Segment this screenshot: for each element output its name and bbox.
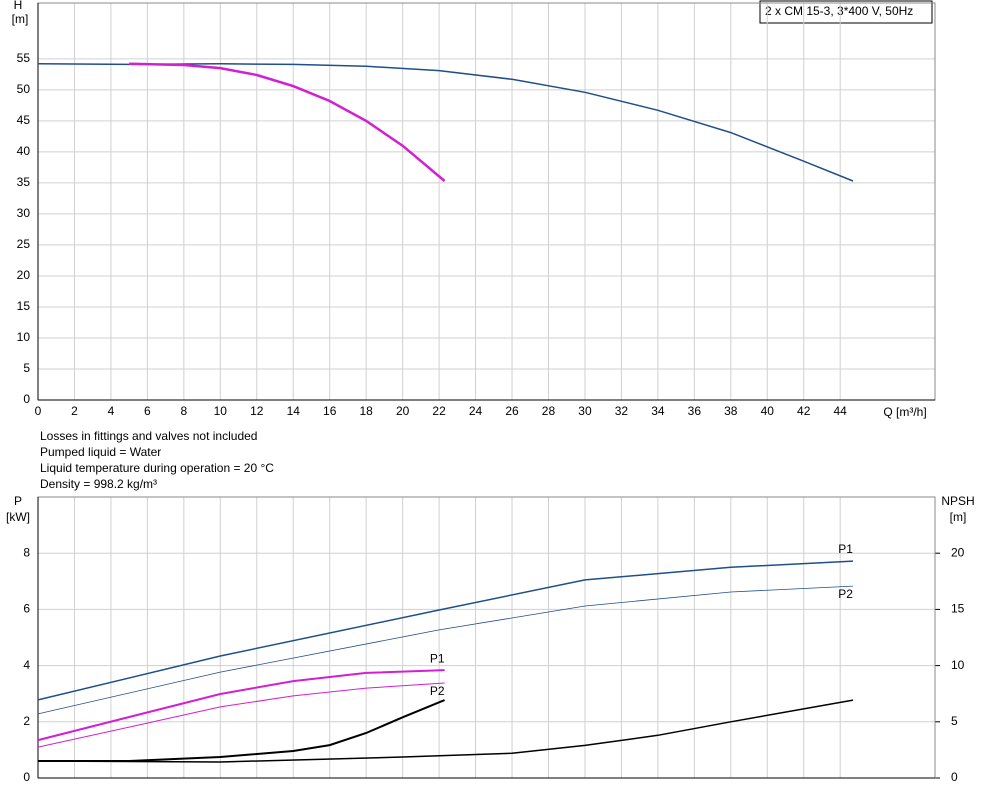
curve (37, 63, 854, 182)
x-tick-label: 34 (651, 404, 665, 418)
y-tick-label: 35 (17, 175, 31, 189)
y-tick-label: 25 (17, 237, 31, 251)
x-tick-label: 42 (797, 404, 811, 418)
curve (129, 62, 446, 182)
x-tick-label: 38 (724, 404, 738, 418)
note: Density = 998.2 kg/m³ (40, 477, 157, 491)
y2-axis-unit: [m] (950, 510, 967, 524)
y2-axis-label: NPSH (941, 494, 974, 508)
x-tick-label: 36 (688, 404, 702, 418)
y-tick-label: 10 (17, 330, 31, 344)
y-tick-label: 2 (23, 714, 30, 728)
y-tick-label: 15 (17, 299, 31, 313)
x-tick-label: 28 (542, 404, 556, 418)
x-tick-label: 32 (615, 404, 629, 418)
y-axis-unit: [kW] (6, 510, 30, 524)
x-tick-label: 44 (834, 404, 848, 418)
x-tick-label: 26 (505, 404, 519, 418)
curve-label: P2 (838, 587, 853, 601)
y-tick-label: 50 (17, 82, 31, 96)
y2-tick-label: 15 (951, 602, 965, 616)
y-tick-label: 5 (23, 361, 30, 375)
y2-tick-label: 5 (951, 714, 958, 728)
x-tick-label: 4 (108, 404, 115, 418)
y-tick-label: 8 (23, 545, 30, 559)
x-tick-label: 6 (144, 404, 151, 418)
y-tick-label: 6 (23, 602, 30, 616)
y-tick-label: 0 (23, 770, 30, 784)
curve (37, 585, 854, 715)
x-tick-label: 0 (35, 404, 42, 418)
y2-tick-label: 20 (951, 545, 965, 559)
note: Pumped liquid = Water (40, 445, 161, 459)
y2-tick-label: 0 (951, 770, 958, 784)
curve (37, 560, 854, 701)
y-tick-label: 40 (17, 144, 31, 158)
x-tick-label: 12 (250, 404, 264, 418)
x-tick-label: 18 (359, 404, 373, 418)
y-tick-label: 0 (23, 392, 30, 406)
x-axis-label: Q [m³/h] (883, 405, 926, 419)
note: Liquid temperature during operation = 20… (40, 461, 274, 475)
y-tick-label: 30 (17, 206, 31, 220)
chart-title: 2 x CM 15-3, 3*400 V, 50Hz (765, 4, 913, 18)
curve (37, 699, 854, 763)
x-tick-label: 16 (323, 404, 337, 418)
x-tick-label: 40 (761, 404, 775, 418)
y-axis-label: P (14, 494, 22, 508)
curve (38, 699, 445, 762)
plot-frame (37, 2, 936, 401)
curve (37, 669, 445, 742)
note: Losses in fittings and valves not includ… (40, 429, 257, 443)
curve-label: P1 (430, 651, 445, 665)
y-tick-label: 4 (23, 658, 30, 672)
y-tick-label: 20 (17, 268, 31, 282)
x-tick-label: 8 (181, 404, 188, 418)
title-box (759, 0, 933, 24)
curve-label: P2 (430, 684, 445, 698)
x-tick-label: 24 (469, 404, 483, 418)
y2-tick-label: 10 (951, 658, 965, 672)
x-tick-label: 22 (432, 404, 446, 418)
x-tick-label: 10 (214, 404, 228, 418)
y-axis-label: H (14, 0, 23, 12)
y-axis-unit: [m] (12, 12, 29, 26)
x-tick-label: 2 (71, 404, 78, 418)
y-tick-label: 55 (17, 51, 31, 65)
curve (37, 682, 445, 748)
x-tick-label: 14 (287, 404, 301, 418)
plot-frame (37, 496, 936, 779)
curve-label: P1 (838, 542, 853, 556)
x-tick-label: 30 (578, 404, 592, 418)
x-tick-label: 20 (396, 404, 410, 418)
y-tick-label: 45 (17, 113, 31, 127)
